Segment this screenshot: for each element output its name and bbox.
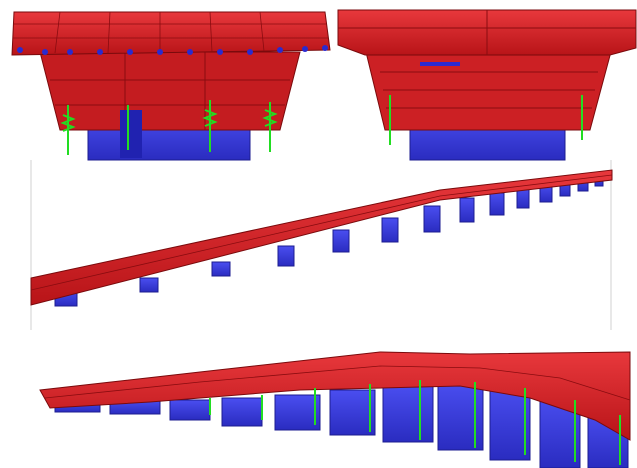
piers	[55, 174, 603, 306]
girder-box	[365, 48, 612, 130]
bridge-model-renders	[0, 0, 637, 468]
panel-middle	[31, 160, 612, 330]
pier-face	[120, 110, 142, 158]
panel-bottom	[40, 352, 630, 468]
panel-top-right	[338, 10, 636, 160]
deck	[31, 170, 612, 305]
girder-box	[40, 52, 300, 130]
bearing	[420, 62, 460, 66]
page	[0, 0, 637, 468]
panel-top-left	[12, 12, 330, 160]
